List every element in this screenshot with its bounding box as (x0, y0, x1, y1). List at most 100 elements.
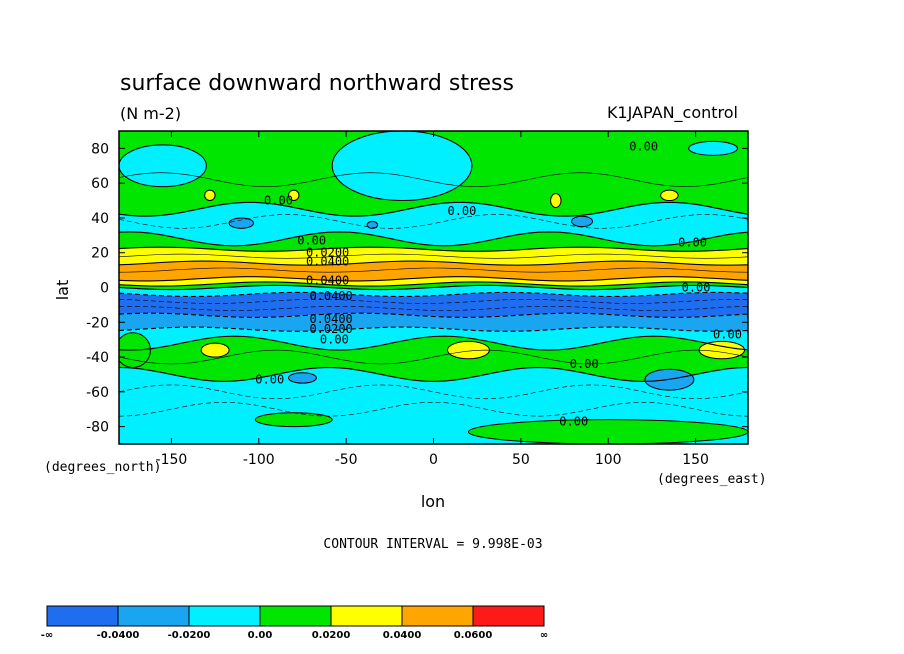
contour-label-13: 0.00 (713, 327, 742, 341)
colorbar: -∞ -0.0400 -0.0200 0.00 0.0200 0.0400 0.0600 ∞ (41, 605, 548, 641)
contour-interval-note: CONTOUR INTERVAL = 9.998E-03 (323, 537, 542, 552)
contour-line-2 (119, 246, 748, 252)
contour-label-7: 0.0400 (306, 274, 349, 288)
contour-label-11: 0.0200 (309, 322, 352, 336)
contour-line-17 (119, 298, 748, 304)
contour-patch-4 (287, 189, 300, 202)
colorbar-label-4: 0.0200 (312, 630, 351, 641)
y-tick-label-2: 40 (91, 211, 109, 227)
colorbar-swatch-6 (472, 605, 545, 627)
contour-patch-17 (467, 419, 748, 444)
contour-label-5: 0.0200 (306, 246, 349, 260)
x-tick-label-1: -100 (243, 452, 275, 468)
contour-label-4: 0.00 (297, 234, 326, 248)
contour-line-3 (119, 260, 748, 266)
dataset-label: K1JAPAN_control (607, 103, 738, 123)
contour-line-15 (119, 384, 748, 400)
contour-line-9 (119, 326, 748, 332)
contour-patch-11 (200, 342, 230, 358)
contour-patch-6 (660, 189, 679, 202)
contour-line-12 (119, 214, 748, 229)
contour-line-16 (119, 401, 748, 417)
colorbar-label-3: 0.00 (248, 630, 273, 641)
y-tick-label-8: -80 (86, 420, 109, 436)
contour-line-10 (119, 335, 748, 351)
contour-label-8: 0.00 (682, 281, 711, 295)
x-axis-ticks: -150 -100 -50 0 50 100 150 (156, 131, 709, 468)
contour-patch-3 (204, 189, 216, 202)
contour-line-13 (119, 172, 748, 187)
colorbar-swatch-3 (259, 605, 332, 627)
contour-patch-5 (550, 193, 562, 209)
contour-label-3: 0.00 (678, 235, 707, 249)
contour-patch-8 (571, 215, 593, 228)
contour-band-11 (119, 336, 748, 382)
contour-line-4 (119, 276, 748, 282)
colorbar-swatch-0 (46, 605, 119, 627)
y-tick-label-5: -20 (86, 315, 109, 331)
y-tick-label-4: 0 (100, 281, 109, 297)
x-tick-label-0: -150 (156, 452, 188, 468)
colorbar-label-0: -∞ (41, 630, 53, 641)
contour-label-15: 0.00 (255, 373, 284, 387)
colorbar-swatch-2 (188, 605, 261, 627)
colorbar-label-1: -0.0400 (97, 630, 140, 641)
y-tick-label-7: -60 (86, 385, 109, 401)
y-tick-label-3: 20 (91, 246, 109, 262)
y-axis-label: lat (53, 280, 72, 301)
colorbar-label-6: 0.0600 (454, 630, 493, 641)
contour-patch-1 (331, 131, 473, 202)
contour-band-1 (119, 202, 748, 246)
contour-line-19 (119, 267, 748, 273)
contour-label-6: 0.0400 (306, 254, 349, 268)
colorbar-label-2: -0.0200 (168, 630, 211, 641)
contour-band-10 (119, 327, 748, 351)
x-tick-label-5: 100 (595, 452, 622, 468)
x-axis-units: (degrees_east) (657, 472, 767, 487)
y-tick-label-6: -40 (86, 350, 109, 366)
contour-label-1: 0.00 (264, 194, 293, 208)
x-tick-label-4: 50 (512, 452, 530, 468)
contour-line-0 (119, 201, 748, 217)
contour-band-6 (119, 281, 748, 290)
colorbar-swatch-1 (117, 605, 190, 627)
colorbar-label-7: ∞ (540, 630, 548, 641)
contour-band-9 (119, 313, 748, 332)
contour-patch-7 (228, 217, 255, 229)
contour-band-4 (119, 261, 748, 281)
contour-line-20 (119, 253, 748, 259)
units-label: (N m-2) (120, 104, 181, 123)
contour-patch-9 (366, 220, 379, 229)
y-axis-ticks: 80 60 40 20 0 -20 -40 -60 -80 (86, 141, 748, 436)
x-tick-label-6: 150 (682, 452, 709, 468)
y-tick-label-0: 80 (91, 141, 109, 157)
contour-label-16: 0.00 (559, 414, 588, 428)
contour-patch-2 (688, 140, 739, 156)
contour-line-5 (119, 281, 748, 287)
contour-line-6 (119, 284, 748, 291)
contour-line-18 (119, 305, 748, 311)
contour-line-7 (119, 291, 748, 298)
x-tick-label-2: -50 (335, 452, 358, 468)
contour-label-2: 0.00 (447, 204, 476, 218)
contour-line-1 (119, 231, 748, 247)
contour-label-10: 0.0400 (309, 312, 352, 326)
contour-label-0: 0.00 (629, 140, 658, 154)
contour-patch-14 (287, 372, 317, 384)
contour-patches (119, 131, 748, 444)
contour-patch-0 (119, 144, 207, 188)
contour-band-8 (119, 292, 748, 318)
contour-line-14 (119, 349, 748, 365)
y-tick-label-1: 60 (91, 176, 109, 192)
y-axis-units: (degrees_north) (44, 460, 161, 475)
contour-band-5 (119, 276, 748, 287)
contour-lines (119, 172, 748, 417)
contour-patch-16 (254, 412, 333, 428)
contour-band-7 (119, 285, 748, 297)
colorbar-label-5: 0.0400 (383, 630, 422, 641)
x-axis-label: lon (421, 492, 445, 511)
x-tick-label-3: 0 (429, 452, 438, 468)
